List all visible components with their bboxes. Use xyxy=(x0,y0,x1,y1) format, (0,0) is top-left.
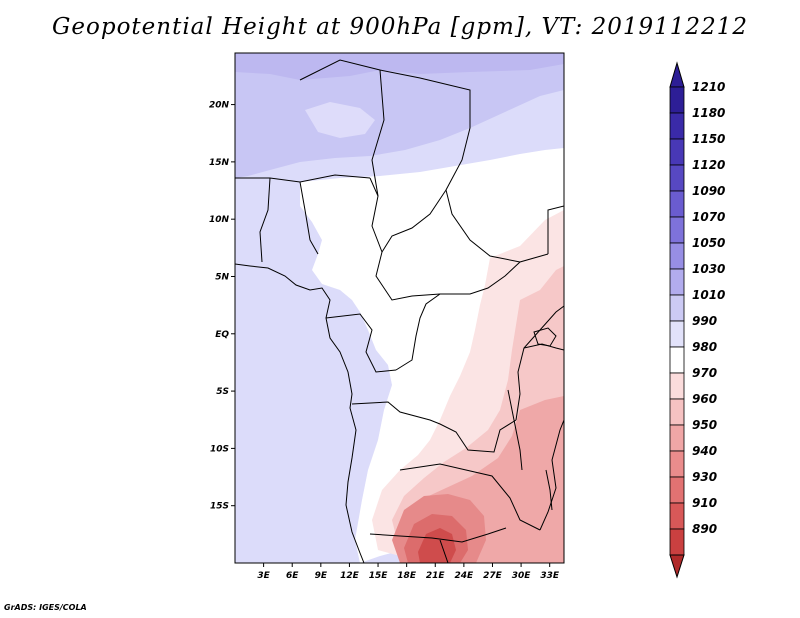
lon-label: 18E xyxy=(397,571,417,581)
latitude-ticks: 20N 15N 10N 5N EQ 5S 10S 15S xyxy=(209,101,235,512)
lat-label: EQ xyxy=(215,330,229,340)
lon-label: 9E xyxy=(315,571,328,581)
border-4 xyxy=(369,177,549,301)
field-sahara-patch xyxy=(305,102,375,138)
map-title: Geopotential Height at 900hPa [gpm], VT:… xyxy=(52,14,748,40)
lon-label: 15E xyxy=(369,571,389,581)
border-5 xyxy=(371,69,385,197)
colorbar-label: 930 xyxy=(692,470,717,484)
border-9 xyxy=(325,313,397,373)
colorbar-swatch xyxy=(669,216,685,244)
border-2 xyxy=(259,177,271,263)
colorbar-label: 990 xyxy=(692,314,717,328)
colorbar-label: 1150 xyxy=(692,132,725,146)
colorbar-bottom-arrow xyxy=(669,554,685,579)
border-18 xyxy=(539,419,564,531)
lon-label: 30E xyxy=(512,571,532,581)
border-7 xyxy=(445,90,521,263)
colorbar-swatch xyxy=(669,268,685,296)
colorbar-swatch xyxy=(669,424,685,452)
colorbar-swatch xyxy=(669,242,685,270)
field-north-strip xyxy=(235,53,564,80)
lat-label: 5N xyxy=(215,272,229,282)
political-boundaries xyxy=(235,59,564,563)
longitude-ticks: 3E 6E 9E 12E 15E 18E 21E 24E 27E 30E 33E xyxy=(257,563,560,581)
lon-label: 12E xyxy=(340,571,360,581)
grads-credit: GrADS: IGES/COLA xyxy=(4,603,87,612)
colorbar-label: 1030 xyxy=(692,262,725,276)
lake-malawi xyxy=(545,469,553,511)
colorbar-label: 1180 xyxy=(692,106,725,120)
border-10 xyxy=(395,293,441,371)
colorbar-label: 1090 xyxy=(692,184,725,198)
colorbar-top-arrow xyxy=(669,61,685,88)
colorbar-label: 1010 xyxy=(692,288,725,302)
field-low-core xyxy=(418,528,456,563)
border-17 xyxy=(547,205,564,254)
field-north-band xyxy=(235,53,564,178)
border-3 xyxy=(299,181,319,255)
lon-label: 33E xyxy=(540,571,560,581)
colorbar-swatch xyxy=(669,112,685,140)
colorbar-label: 960 xyxy=(692,392,717,406)
colorbar-swatch xyxy=(669,294,685,322)
lake-tanganyika xyxy=(507,389,523,471)
lon-label: 27E xyxy=(483,571,503,581)
lat-label: 15S xyxy=(210,502,229,512)
colorbar-swatch xyxy=(669,450,685,478)
colorbar-label: 970 xyxy=(692,366,717,380)
colorbar-swatch xyxy=(669,320,685,348)
colorbar-swatch xyxy=(669,346,685,374)
colorbar-label: 1210 xyxy=(692,80,725,94)
lat-label: 5S xyxy=(216,387,229,397)
colorbar-swatch xyxy=(669,164,685,192)
colorbar-label: 1120 xyxy=(692,158,725,172)
lat-label: 20N xyxy=(209,101,230,111)
lon-label: 6E xyxy=(286,571,299,581)
colorbar-label: 950 xyxy=(692,418,717,432)
border-13 xyxy=(369,527,507,543)
colorbar-swatch xyxy=(669,476,685,504)
colorbar-swatch xyxy=(669,528,685,556)
lat-label: 15N xyxy=(209,158,230,168)
lon-label: 24E xyxy=(455,571,475,581)
lon-label: 21E xyxy=(426,571,446,581)
colorbar-swatch xyxy=(669,372,685,400)
border-11 xyxy=(351,401,517,453)
lat-label: 10N xyxy=(209,215,230,225)
border-8 xyxy=(381,189,447,253)
colorbar-label: 910 xyxy=(692,496,717,510)
colorbar-swatch xyxy=(669,86,685,114)
colorbar-label: 1070 xyxy=(692,210,725,224)
border-14 xyxy=(439,539,449,563)
colorbar-label: 890 xyxy=(692,522,717,536)
coastline-west xyxy=(235,263,365,563)
colorbar-swatch xyxy=(669,138,685,166)
colorbar: 1210 1180 1150 1120 1090 1070 1050 1030 1010 990 9… xyxy=(669,61,725,579)
lat-label: 10S xyxy=(210,444,229,454)
lon-label: 3E xyxy=(257,571,270,581)
colorbar-label: 980 xyxy=(692,340,717,354)
colorbar-swatch xyxy=(669,502,685,530)
colorbar-label: 1050 xyxy=(692,236,725,250)
map-frame xyxy=(234,52,565,564)
colorbar-label: 940 xyxy=(692,444,717,458)
colorbar-swatch xyxy=(669,398,685,426)
lake-victoria xyxy=(533,327,557,347)
colorbar-swatch xyxy=(669,190,685,218)
geopotential-field xyxy=(235,53,564,563)
border-12 xyxy=(399,463,541,531)
